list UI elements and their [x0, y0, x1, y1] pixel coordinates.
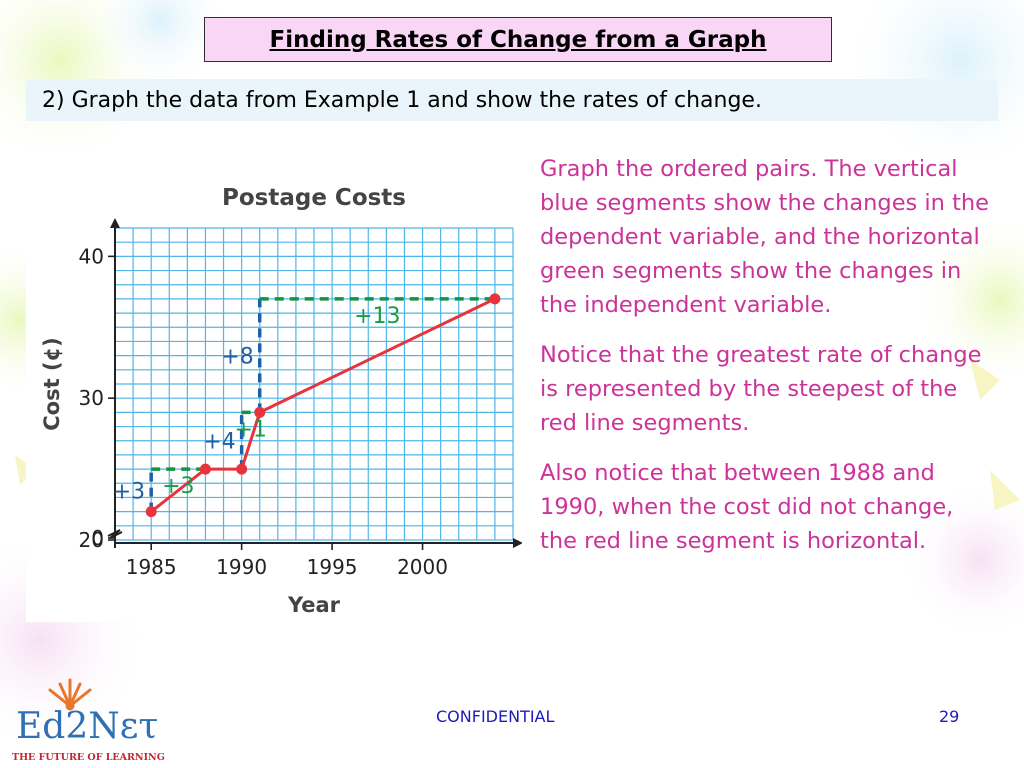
data-point	[199, 463, 211, 475]
vertical-change-label: +4	[203, 430, 235, 455]
x-axis-arrow	[513, 538, 522, 548]
vertical-change-label: +8	[221, 345, 253, 370]
x-tick-label: 1995	[307, 555, 358, 579]
y-tick-label: 0	[91, 526, 104, 550]
x-tick-label: 2000	[397, 555, 448, 579]
ed2net-logo: Ed2Nετ THE FUTURE OF LEARNING	[12, 678, 165, 763]
x-tick-label: 1985	[126, 555, 177, 579]
y-axis-label: Cost (¢)	[40, 337, 64, 431]
chart-title: Postage Costs	[222, 185, 406, 211]
chart-axes	[107, 218, 522, 550]
slide-title: Finding Rates of Change from a Graph	[269, 26, 767, 53]
data-point	[489, 293, 501, 305]
chart-series	[145, 293, 501, 518]
logo-wordmark: Ed2Nετ	[16, 706, 158, 747]
logo-figure-icon	[48, 678, 92, 711]
footer-page-number: 29	[939, 707, 960, 726]
postage-cost-line	[150, 297, 496, 513]
footer-confidential: CONFIDENTIAL	[436, 707, 555, 726]
y-tick-label: 20	[79, 528, 104, 552]
data-point	[254, 406, 266, 418]
data-point	[145, 506, 157, 518]
data-point	[236, 463, 248, 475]
y-tick-label: 40	[79, 244, 104, 268]
y-axis-arrow	[110, 218, 120, 228]
horizontal-change-label: +3	[162, 474, 194, 499]
description-paragraph-2: Notice that the greatest rate of change …	[540, 342, 982, 436]
chart-labels: 020 30 40 1985 1990 1995 2000 Postage Costs Year…	[40, 185, 448, 617]
horizontal-change-label: +13	[354, 304, 400, 329]
description-paragraph-3: Also notice that between 1988 and 1990, …	[540, 460, 954, 554]
horizontal-change-label: +1	[234, 417, 266, 442]
slide-subtitle: 2) Graph the data from Example 1 and sho…	[42, 87, 762, 113]
y-tick-label: 30	[79, 386, 104, 410]
y-axis-break	[107, 529, 123, 539]
description-paragraph-1: Graph the ordered pairs. The vertical bl…	[540, 156, 990, 318]
x-axis-label: Year	[287, 593, 341, 617]
chart-change-segments	[149, 297, 495, 512]
slide-subtitle-bar: 2) Graph the data from Example 1 and sho…	[26, 79, 998, 121]
postage-chart: 020 30 40 1985 1990 1995 2000 Postage Costs Year…	[40, 185, 522, 617]
x-tick-label: 1990	[216, 555, 267, 579]
vertical-change-label: +3	[113, 479, 145, 504]
logo-tagline: THE FUTURE OF LEARNING	[12, 752, 165, 763]
description-text: Graph the ordered pairs. The vertical bl…	[540, 152, 990, 574]
slide-title-box: Finding Rates of Change from a Graph	[204, 17, 832, 62]
chart-grid	[114, 227, 514, 541]
